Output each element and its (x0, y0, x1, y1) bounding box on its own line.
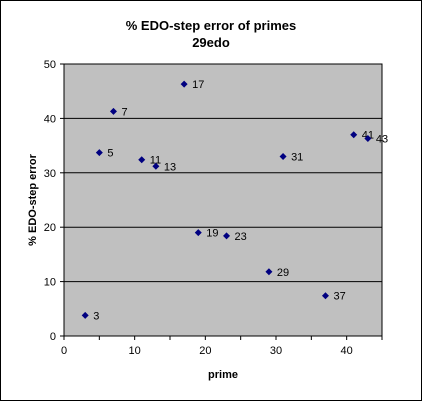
data-point-marker (180, 80, 188, 88)
y-tick-label: 0 (50, 331, 56, 343)
data-point-marker (321, 292, 329, 300)
data-point-marker (109, 107, 117, 115)
data-point-label: 11 (150, 155, 161, 167)
data-point-label: 17 (192, 79, 204, 91)
axis-ticks: 0 10 20 30 40 50 0 10 20 30 40 (44, 59, 383, 357)
x-tick-label: 30 (270, 345, 282, 357)
data-point-marker (364, 135, 372, 143)
data-point-marker (350, 131, 358, 139)
x-axis-title: prime (208, 369, 238, 381)
data-point-label: 19 (206, 228, 218, 240)
x-tick-label: 0 (61, 345, 67, 357)
data-point-label: 23 (235, 231, 247, 243)
data-point-label: 43 (376, 134, 388, 146)
chart-subtitle: 29edo (192, 35, 230, 50)
data-point-marker (152, 162, 160, 170)
data-point-label: 31 (291, 151, 303, 163)
data-points: 35711131719232931374143 (81, 79, 388, 322)
x-tick-label: 10 (129, 345, 141, 357)
y-tick-label: 30 (44, 168, 56, 180)
y-tick-label: 10 (44, 277, 56, 289)
data-point-label: 29 (277, 267, 289, 279)
data-point-marker (223, 232, 231, 240)
data-point-label: 3 (93, 310, 99, 322)
data-point-marker (279, 152, 287, 160)
data-point-label: 13 (164, 161, 176, 173)
x-tick-label: 40 (341, 345, 353, 357)
y-tick-label: 40 (44, 113, 56, 125)
data-point-marker (138, 156, 146, 164)
y-tick-label: 20 (44, 222, 56, 234)
data-point-marker (95, 149, 103, 157)
data-point-label: 37 (333, 291, 345, 303)
x-tick-label: 20 (199, 345, 211, 357)
data-point-marker (194, 229, 202, 237)
y-tick-label: 50 (44, 59, 56, 71)
chart-title: % EDO-step error of primes (126, 18, 297, 33)
data-point-marker (265, 268, 273, 276)
gridlines (64, 117, 382, 283)
y-axis-title: % EDO-step error (27, 153, 39, 245)
data-point-label: 7 (121, 106, 127, 118)
data-point-label: 5 (107, 148, 113, 160)
data-point-marker (81, 311, 89, 319)
plot-area (63, 63, 383, 337)
